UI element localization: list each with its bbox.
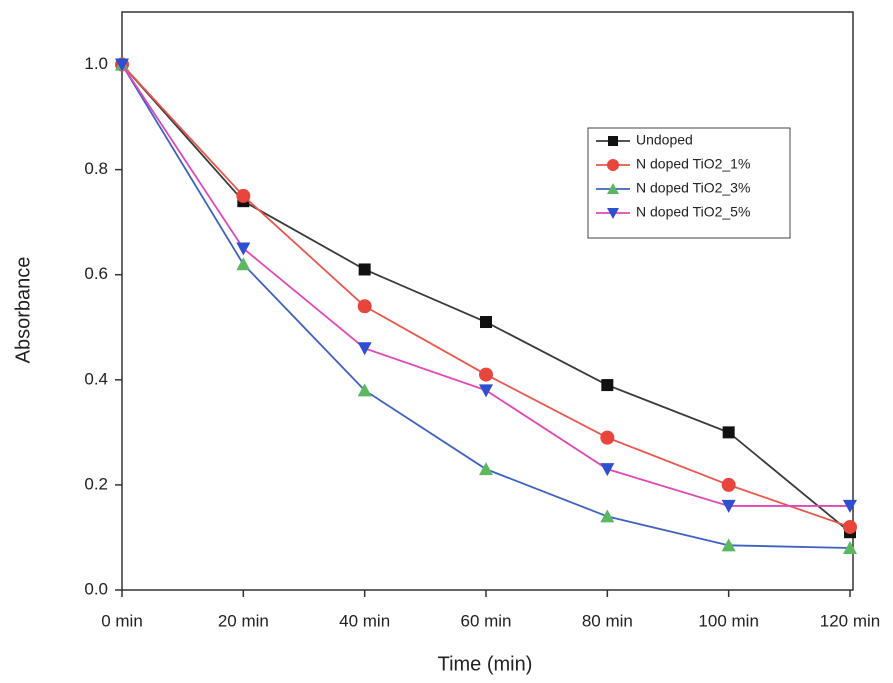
x-tick-label: 80 min bbox=[582, 611, 633, 630]
marker bbox=[721, 499, 736, 513]
legend-label: Undoped bbox=[636, 132, 693, 148]
marker bbox=[608, 136, 618, 146]
y-tick-label: 0.0 bbox=[84, 579, 108, 598]
x-axis-title: Time (min) bbox=[438, 653, 533, 675]
marker bbox=[843, 540, 857, 554]
y-axis-title: Absorbance bbox=[12, 257, 34, 364]
legend-label: N doped TiO2_3% bbox=[636, 180, 750, 196]
marker bbox=[721, 538, 736, 552]
marker bbox=[843, 499, 857, 513]
x-tick-label: 0 min bbox=[101, 611, 143, 630]
marker bbox=[601, 379, 614, 392]
marker bbox=[357, 383, 372, 397]
marker bbox=[600, 463, 615, 477]
marker bbox=[607, 183, 619, 194]
x-tick-label: 120 min bbox=[820, 611, 880, 630]
legend-label: N doped TiO2_1% bbox=[636, 156, 750, 172]
marker bbox=[358, 263, 371, 276]
marker bbox=[357, 342, 372, 356]
x-tick-label: 100 min bbox=[698, 611, 758, 630]
marker bbox=[843, 519, 857, 534]
marker bbox=[722, 426, 735, 439]
plot-frame bbox=[121, 11, 854, 591]
y-tick-label: 0.8 bbox=[84, 159, 108, 178]
y-tick-label: 1.0 bbox=[84, 54, 108, 73]
marker bbox=[721, 477, 736, 492]
legend-label: N doped TiO2_5% bbox=[636, 204, 750, 220]
marker bbox=[479, 462, 493, 476]
marker bbox=[607, 159, 619, 171]
marker bbox=[600, 430, 615, 445]
x-tick-label: 60 min bbox=[460, 611, 511, 630]
marker bbox=[236, 188, 251, 203]
marker bbox=[236, 257, 251, 271]
legend-box bbox=[587, 127, 791, 239]
marker bbox=[479, 384, 493, 398]
marker bbox=[115, 58, 129, 72]
marker bbox=[607, 208, 619, 219]
y-tick-label: 0.6 bbox=[84, 264, 108, 283]
y-tick-label: 0.2 bbox=[84, 474, 108, 493]
marker bbox=[236, 242, 251, 256]
marker bbox=[600, 509, 615, 523]
marker bbox=[357, 299, 372, 314]
x-tick-label: 40 min bbox=[339, 611, 390, 630]
x-tick-label: 20 min bbox=[218, 611, 269, 630]
marker bbox=[480, 316, 492, 329]
y-tick-label: 0.4 bbox=[84, 369, 108, 388]
marker bbox=[479, 367, 493, 382]
